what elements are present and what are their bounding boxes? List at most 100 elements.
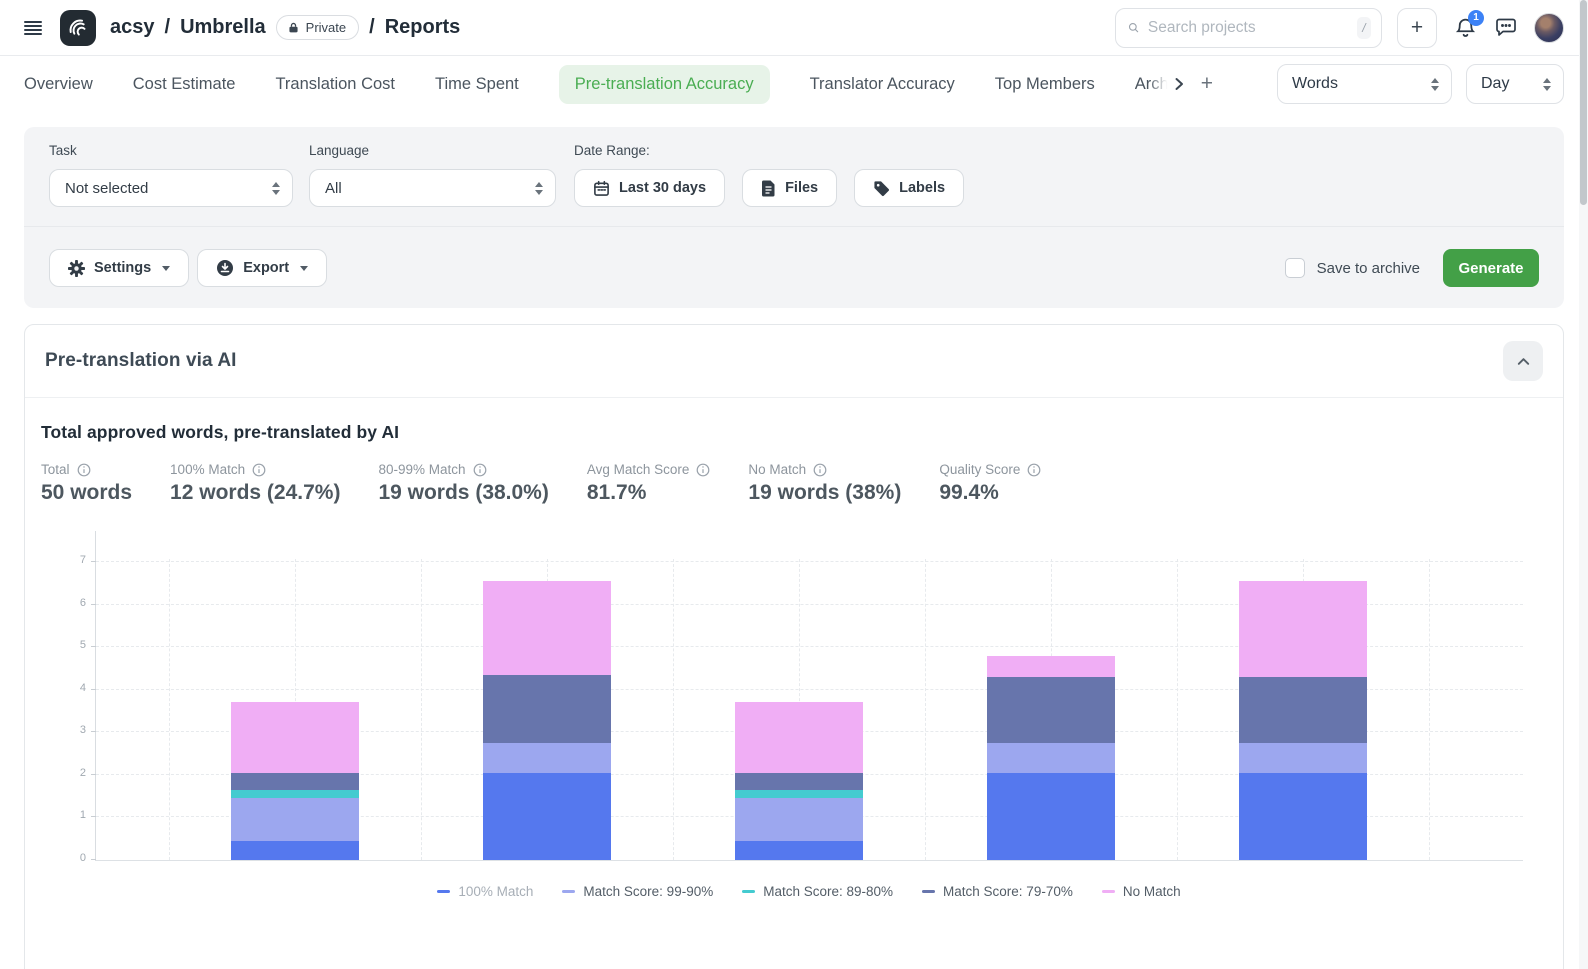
- legend-item[interactable]: Match Score: 89-80%: [742, 884, 893, 899]
- info-icon[interactable]: [77, 463, 91, 477]
- save-to-archive-checkbox[interactable]: [1284, 258, 1305, 278]
- tabs-overflow-button[interactable]: [1171, 76, 1187, 92]
- breadcrumb-org[interactable]: acsy: [110, 16, 155, 38]
- generate-button[interactable]: Generate: [1443, 249, 1539, 287]
- calendar-icon: [594, 180, 609, 196]
- bar-segment[interactable]: [735, 798, 863, 841]
- bar-segment[interactable]: [483, 674, 611, 743]
- tab-translator-accuracy[interactable]: Translator Accuracy: [809, 74, 955, 93]
- y-tick-label: 7: [79, 553, 86, 566]
- stat-value: 81.7%: [586, 481, 647, 504]
- h-gridline: [96, 646, 1523, 648]
- bar-segment[interactable]: [1239, 581, 1367, 677]
- tab-pre-translation-accuracy[interactable]: Pre-translation Accuracy: [558, 64, 770, 104]
- bar-segment[interactable]: [1239, 742, 1367, 773]
- y-tick-mark: [91, 646, 96, 648]
- info-icon[interactable]: [696, 463, 710, 477]
- bar-segment[interactable]: [231, 840, 359, 860]
- h-gridline: [96, 603, 1523, 605]
- search-input[interactable]: [1147, 18, 1348, 37]
- bar-segment[interactable]: [735, 702, 863, 773]
- labels-button-label: Labels: [899, 180, 946, 196]
- legend-label: Match Score: 79-70%: [943, 884, 1073, 899]
- bar-segment[interactable]: [987, 655, 1115, 677]
- period-select[interactable]: Day: [1466, 64, 1564, 104]
- app-logo[interactable]: [60, 9, 96, 46]
- info-icon[interactable]: [813, 463, 827, 477]
- stat-label: Quality Score: [939, 462, 1021, 477]
- task-select[interactable]: Not selected: [49, 169, 293, 207]
- stat-label: 100% Match: [170, 462, 246, 477]
- stacked-bar-chart: 0 1 2 3 4 5 6 7 100% Match Match Score: 99-90% Ma…: [80, 531, 1523, 899]
- bar-segment[interactable]: [1239, 772, 1367, 860]
- bar-segment[interactable]: [231, 702, 359, 773]
- breadcrumb-project[interactable]: Umbrella: [180, 16, 266, 38]
- messages-button[interactable]: [1493, 15, 1519, 41]
- settings-dropdown-button[interactable]: Settings: [49, 249, 190, 287]
- bar-segment[interactable]: [483, 772, 611, 860]
- bar-segment[interactable]: [483, 581, 611, 675]
- task-filter: Task Not selected: [49, 143, 293, 207]
- legend-item[interactable]: 100% Match: [437, 884, 533, 899]
- legend-item[interactable]: Match Score: 79-70%: [922, 884, 1073, 899]
- collapse-panel-button[interactable]: [1503, 341, 1543, 381]
- user-avatar[interactable]: [1534, 12, 1564, 43]
- tab-archive-truncated[interactable]: Arch: [1134, 74, 1169, 93]
- stat-label: Total: [41, 462, 70, 477]
- chart-unit-controls: Words Day: [1277, 64, 1564, 104]
- hamburger-menu-icon[interactable]: [24, 20, 42, 35]
- date-range-button[interactable]: Last 30 days: [574, 169, 726, 207]
- stacked-bar[interactable]: [735, 702, 863, 860]
- stacked-bar[interactable]: [1239, 581, 1367, 860]
- legend-label: 100% Match: [458, 884, 534, 899]
- tab-overview[interactable]: Overview: [24, 74, 93, 93]
- v-gridline: [421, 559, 422, 860]
- info-icon[interactable]: [1027, 463, 1041, 477]
- bar-segment[interactable]: [987, 772, 1115, 860]
- bar-segment[interactable]: [231, 789, 359, 799]
- create-project-button[interactable]: +: [1397, 7, 1437, 48]
- tab-cost-estimate[interactable]: Cost Estimate: [132, 74, 236, 93]
- files-filter-button[interactable]: Files: [742, 169, 838, 207]
- info-icon[interactable]: [252, 463, 266, 477]
- v-gridline: [169, 559, 170, 860]
- y-tick-label: 2: [79, 766, 86, 779]
- language-select[interactable]: All: [309, 169, 556, 207]
- search-box[interactable]: /: [1115, 7, 1382, 48]
- labels-filter-button[interactable]: Labels: [854, 169, 965, 207]
- y-tick-mark: [91, 731, 96, 733]
- notifications-count-badge: 1: [1468, 9, 1484, 26]
- stacked-bar[interactable]: [483, 581, 611, 860]
- save-to-archive-option[interactable]: Save to archive: [1284, 258, 1420, 278]
- bar-segment[interactable]: [231, 772, 359, 790]
- scrollbar-thumb[interactable]: [1580, 0, 1587, 205]
- bar-segment[interactable]: [987, 742, 1115, 773]
- y-tick-label: 4: [79, 681, 86, 694]
- bar-segment[interactable]: [1239, 676, 1367, 743]
- breadcrumb-page: Reports: [384, 16, 461, 38]
- bar-segment[interactable]: [987, 676, 1115, 743]
- bar-segment[interactable]: [735, 840, 863, 860]
- file-icon: [762, 180, 775, 196]
- bar-segment[interactable]: [735, 789, 863, 799]
- legend-item[interactable]: Match Score: 99-90%: [562, 884, 713, 899]
- bar-segment[interactable]: [231, 798, 359, 841]
- stat-value: 50 words: [41, 481, 133, 504]
- tab-time-spent[interactable]: Time Spent: [435, 74, 519, 93]
- add-tab-button[interactable]: +: [1200, 72, 1214, 95]
- notifications-button[interactable]: 1: [1452, 9, 1484, 41]
- export-dropdown-button[interactable]: Export: [197, 249, 328, 287]
- bar-segment[interactable]: [735, 772, 863, 790]
- unit-select[interactable]: Words: [1277, 64, 1452, 104]
- summary-stats: Total 50 words 100% Match 12 words (24.7…: [41, 462, 1547, 505]
- select-arrows-icon: [1543, 77, 1551, 91]
- tab-top-members[interactable]: Top Members: [994, 74, 1095, 93]
- tab-translation-cost[interactable]: Translation Cost: [275, 74, 395, 93]
- stacked-bar[interactable]: [231, 702, 359, 860]
- info-icon[interactable]: [473, 463, 487, 477]
- page-scrollbar[interactable]: [1579, 0, 1588, 969]
- legend-item[interactable]: No Match: [1101, 884, 1181, 899]
- bar-segment[interactable]: [483, 742, 611, 773]
- stacked-bar[interactable]: [987, 655, 1115, 860]
- date-range-value: Last 30 days: [619, 180, 707, 196]
